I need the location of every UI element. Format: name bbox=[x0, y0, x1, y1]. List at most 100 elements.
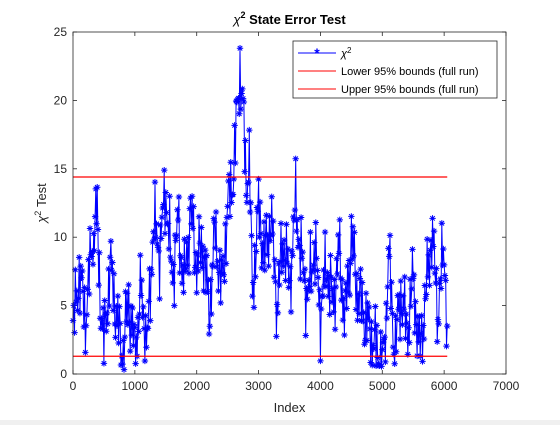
series-chi2-point bbox=[113, 302, 120, 310]
series-chi2-point bbox=[278, 269, 285, 276]
series-chi2-point bbox=[312, 219, 319, 226]
series-chi2-point bbox=[328, 298, 336, 306]
series-chi2-point bbox=[336, 216, 343, 224]
series-chi2-point bbox=[254, 208, 261, 215]
series-chi2-point bbox=[430, 227, 438, 235]
series-chi2-point bbox=[322, 283, 330, 290]
series-chi2-point bbox=[241, 168, 248, 175]
series-chi2-point bbox=[263, 212, 270, 219]
series-chi2-point bbox=[335, 231, 342, 239]
series-chi2-point bbox=[364, 299, 371, 307]
series-chi2-point bbox=[265, 262, 272, 270]
series-chi2-point bbox=[413, 321, 420, 328]
series-chi2-point bbox=[251, 242, 258, 249]
series-chi2-point bbox=[379, 346, 386, 353]
series-chi2-point bbox=[331, 276, 338, 283]
series-chi2-point bbox=[330, 308, 337, 316]
series-chi2-point bbox=[359, 317, 367, 325]
series-chi2-point bbox=[350, 252, 357, 260]
series-chi2-point bbox=[95, 281, 102, 289]
y-axis-label-sup: 2 bbox=[33, 211, 43, 216]
series-chi2-point bbox=[81, 284, 88, 291]
series-chi2-point bbox=[217, 299, 224, 307]
series-chi2-point bbox=[329, 285, 336, 292]
series-chi2-point bbox=[131, 324, 139, 331]
legend-label-lower: Lower 95% bounds (full run) bbox=[341, 66, 479, 78]
series-chi2-point bbox=[380, 336, 388, 343]
series-chi2-point bbox=[182, 265, 190, 272]
series-chi2-point bbox=[91, 247, 98, 254]
series-chi2-point bbox=[352, 271, 359, 278]
y-tick-label: 0 bbox=[60, 367, 67, 381]
series-chi2-point bbox=[245, 178, 252, 186]
series-chi2-point bbox=[195, 213, 203, 220]
series-chi2-point bbox=[76, 309, 84, 317]
series-chi2-point bbox=[423, 291, 430, 298]
series-chi2-point bbox=[361, 341, 368, 348]
series-chi2-point bbox=[382, 300, 390, 307]
series-chi2-point bbox=[371, 326, 378, 333]
series-chi2-point bbox=[162, 189, 169, 196]
series-chi2-point bbox=[247, 199, 255, 206]
legend-label-chi2-symbol: χ bbox=[340, 48, 348, 60]
series-chi2-point bbox=[88, 253, 95, 260]
series-chi2-point bbox=[239, 85, 246, 93]
series-chi2-point bbox=[188, 220, 195, 228]
series-chi2-point bbox=[303, 285, 310, 292]
series-chi2-point bbox=[89, 261, 97, 268]
series-chi2-point bbox=[79, 288, 87, 295]
series-chi2-point bbox=[277, 258, 284, 265]
series-chi2-point bbox=[355, 310, 363, 317]
series-chi2-point bbox=[193, 289, 200, 296]
series-chi2-point bbox=[167, 253, 174, 261]
series-chi2-point bbox=[248, 232, 255, 239]
series-chi2-point bbox=[71, 329, 78, 336]
series-chi2-point bbox=[89, 248, 96, 255]
series-chi2-point bbox=[295, 236, 302, 243]
series-chi2-point bbox=[314, 267, 321, 274]
series-chi2-point bbox=[256, 233, 263, 241]
series-chi2-point bbox=[73, 287, 81, 295]
series-chi2-point bbox=[370, 345, 377, 352]
series-chi2-point bbox=[249, 292, 256, 300]
series-chi2-point bbox=[174, 216, 182, 224]
series-chi2-point bbox=[351, 229, 358, 236]
series-chi2-point bbox=[243, 192, 250, 199]
series-chi2-point bbox=[425, 251, 432, 259]
series-chi2-point bbox=[212, 244, 219, 252]
series-chi2-point bbox=[99, 325, 106, 332]
series-chi2-point bbox=[319, 292, 326, 299]
series-chi2-point bbox=[309, 266, 316, 274]
series-chi2-point bbox=[358, 279, 366, 286]
series-chi2-point bbox=[203, 252, 210, 259]
series-chi2-point bbox=[402, 335, 409, 342]
series-chi2-point bbox=[204, 288, 211, 295]
y-axis-label: χ2 Test bbox=[33, 183, 49, 224]
series-chi2-point bbox=[270, 274, 278, 281]
series-chi2-point bbox=[408, 285, 415, 293]
series-chi2-point bbox=[377, 328, 384, 336]
series-chi2-point bbox=[151, 178, 159, 186]
series-chi2-point bbox=[158, 214, 166, 221]
series-chi2-point bbox=[348, 213, 355, 220]
series-chi2-point bbox=[161, 166, 168, 174]
series-chi2-point bbox=[110, 307, 117, 314]
series-chi2-point bbox=[345, 257, 353, 264]
series-chi2-point bbox=[144, 325, 152, 332]
series-chi2-point bbox=[141, 357, 149, 365]
series-chi2-point bbox=[386, 253, 393, 260]
series-chi2-point bbox=[256, 198, 264, 206]
series-chi2-point bbox=[420, 322, 427, 329]
series-chi2-point bbox=[86, 225, 94, 232]
series-chi2-point bbox=[207, 276, 214, 283]
series-chi2-point bbox=[286, 277, 293, 284]
series-chi2-point bbox=[304, 295, 311, 303]
series-chi2-point bbox=[177, 252, 184, 259]
series-chi2-point bbox=[70, 302, 77, 309]
series-chi2-point bbox=[147, 317, 154, 324]
series-chi2-point bbox=[105, 265, 112, 273]
series-chi2-point bbox=[139, 314, 146, 321]
series-chi2-point bbox=[410, 271, 418, 279]
series-chi2-point bbox=[99, 304, 107, 312]
